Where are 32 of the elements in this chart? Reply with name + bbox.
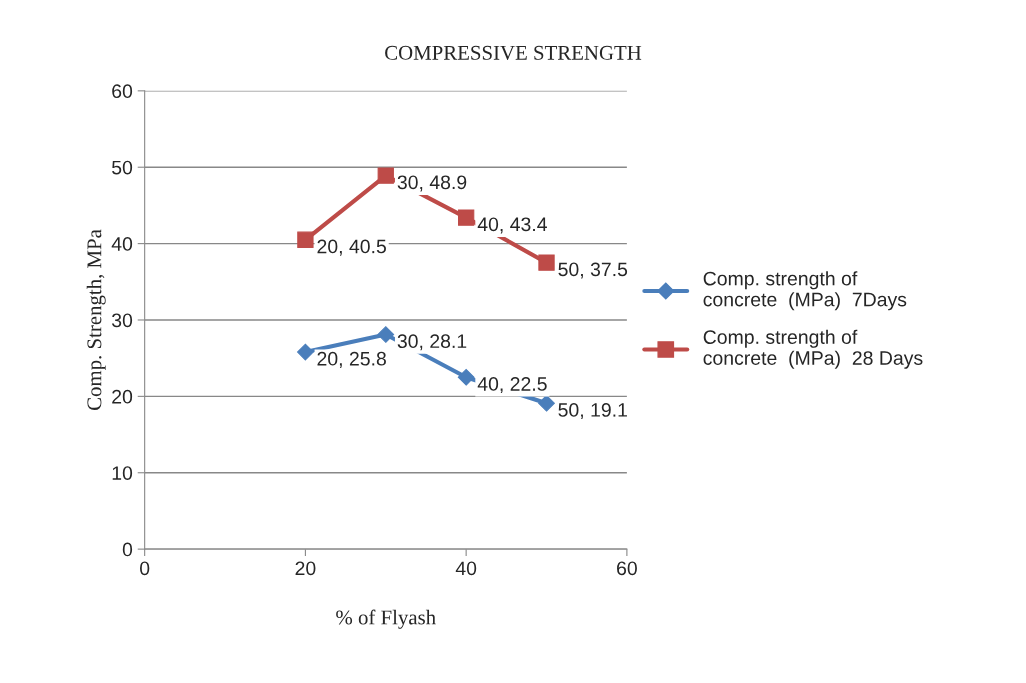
point (377, 167, 394, 184)
x-tick-label: 20 (295, 561, 316, 576)
legend-label: Comp. strength of concrete (MPa) 28 Days (703, 329, 923, 369)
y-tick-label: 40 (111, 237, 133, 251)
y-tick-label: 50 (112, 160, 133, 175)
data-label: 50, 37.5 (558, 262, 628, 279)
data-label: 20, 25.8 (317, 351, 386, 368)
point (457, 368, 475, 386)
y-tick-label: 60 (112, 84, 133, 99)
point (297, 231, 314, 248)
point (538, 254, 555, 271)
legend-label: Comp. strength of concrete (MPa) 7Days (703, 271, 907, 311)
point (377, 326, 395, 343)
x-axis-title: % of Flyash (336, 609, 436, 629)
data-label: 30, 28.1 (397, 334, 467, 351)
chart-title: COMPRESSIVE STRENGTH (385, 45, 642, 60)
y-axis-title: Comp. Strength, MPa (86, 229, 106, 410)
y-tick-label: 30 (111, 313, 133, 328)
point (538, 394, 555, 412)
data-label: 50, 19.1 (558, 403, 627, 420)
data-label: 30, 48.9 (397, 175, 467, 192)
y-tick-label: 10 (112, 466, 133, 480)
point (297, 343, 314, 361)
x-tick-label: 40 (455, 561, 477, 576)
y-tick-label: 0 (122, 542, 133, 557)
x-tick-label: 0 (140, 561, 150, 576)
x-tick-label: 60 (617, 561, 637, 576)
data-label: 40, 43.4 (477, 217, 547, 234)
data-label: 40, 22.5 (477, 377, 547, 394)
y-tick-label: 20 (112, 389, 133, 404)
point (457, 209, 475, 226)
data-label: 20, 40.5 (317, 239, 386, 256)
